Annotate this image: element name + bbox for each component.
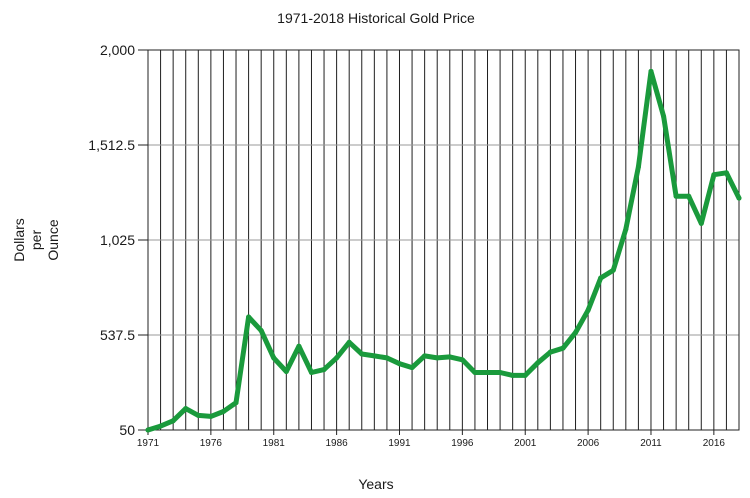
x-axis-label: Years xyxy=(358,476,393,492)
series-line-gold-price xyxy=(145,68,742,433)
data-point-1983 xyxy=(296,343,302,349)
data-point-2000 xyxy=(510,372,516,378)
x-axis: 1971 1976 1981 1986 1991 1996 2001 2006 2011 2016 xyxy=(137,430,726,449)
data-point-1982 xyxy=(283,369,289,375)
data-point-2013 xyxy=(673,193,679,199)
data-point-2003 xyxy=(547,349,553,355)
x-tick-label: 1976 xyxy=(200,438,223,449)
x-tick-label: 1986 xyxy=(325,438,348,449)
y-tick-label: 1,512.5 xyxy=(88,137,135,153)
data-point-1975 xyxy=(195,412,201,418)
data-point-2012 xyxy=(661,113,667,119)
data-point-1978 xyxy=(233,400,239,406)
x-tick-label: 1981 xyxy=(263,438,286,449)
data-point-1995 xyxy=(447,354,453,360)
y-axis: 50 537.5 1,025 1,512.5 2,000 xyxy=(88,42,148,438)
data-point-2009 xyxy=(623,226,629,232)
x-tick-label: 2016 xyxy=(703,438,726,449)
y-axis-label-line-2: per xyxy=(28,230,44,251)
data-point-1985 xyxy=(321,367,327,373)
data-point-2008 xyxy=(610,267,616,273)
data-point-1996 xyxy=(459,357,465,363)
data-point-1972 xyxy=(158,423,164,429)
data-point-2017 xyxy=(723,170,729,176)
y-axis-label-line-1: Dollars xyxy=(11,218,27,262)
data-point-1977 xyxy=(220,408,226,414)
data-point-1997 xyxy=(472,370,478,376)
y-tick-label: 537.5 xyxy=(100,327,135,343)
x-tick-label: 1971 xyxy=(137,438,160,449)
series-points xyxy=(145,68,742,433)
y-axis-label-line-3: Ounce xyxy=(45,219,61,260)
y-tick-label: 2,000 xyxy=(100,42,135,58)
data-point-1998 xyxy=(485,370,491,376)
x-tick-label: 2011 xyxy=(640,438,662,449)
data-point-1981 xyxy=(271,355,277,361)
data-point-2015 xyxy=(698,220,704,226)
data-point-1999 xyxy=(497,370,503,376)
data-point-2005 xyxy=(573,330,579,336)
x-tick-label: 2006 xyxy=(577,438,600,449)
data-point-2016 xyxy=(711,172,717,178)
data-point-1986 xyxy=(334,355,340,361)
data-point-1974 xyxy=(183,406,189,412)
data-point-1989 xyxy=(371,353,377,359)
x-tick-label: 1996 xyxy=(451,438,474,449)
y-tick-label: 50 xyxy=(119,422,135,438)
data-point-2011 xyxy=(648,68,654,74)
data-point-1984 xyxy=(308,370,314,376)
grid xyxy=(147,49,740,431)
chart-title: 1971-2018 Historical Gold Price xyxy=(277,10,475,26)
data-point-1988 xyxy=(359,351,365,357)
data-point-1992 xyxy=(409,365,415,371)
x-tick-label: 2001 xyxy=(514,438,537,449)
x-tick-label: 1991 xyxy=(388,438,411,449)
data-point-1973 xyxy=(170,418,176,424)
data-point-1991 xyxy=(396,361,402,367)
data-point-2007 xyxy=(598,275,604,281)
data-point-1993 xyxy=(422,353,428,359)
data-point-2001 xyxy=(522,372,528,378)
data-point-2010 xyxy=(635,164,641,170)
data-point-2018 xyxy=(736,195,742,201)
data-point-2014 xyxy=(686,193,692,199)
data-point-1987 xyxy=(346,339,352,345)
data-point-2004 xyxy=(560,345,566,351)
data-point-2002 xyxy=(535,360,541,366)
data-point-1971 xyxy=(145,427,151,433)
data-point-1979 xyxy=(246,314,252,320)
data-point-2006 xyxy=(585,307,591,313)
data-point-1980 xyxy=(258,328,264,334)
data-point-1976 xyxy=(208,413,214,419)
y-axis-label: Dollars per Ounce xyxy=(11,218,61,262)
data-point-1990 xyxy=(384,355,390,361)
y-tick-label: 1,025 xyxy=(100,232,135,248)
data-point-1994 xyxy=(434,355,440,361)
